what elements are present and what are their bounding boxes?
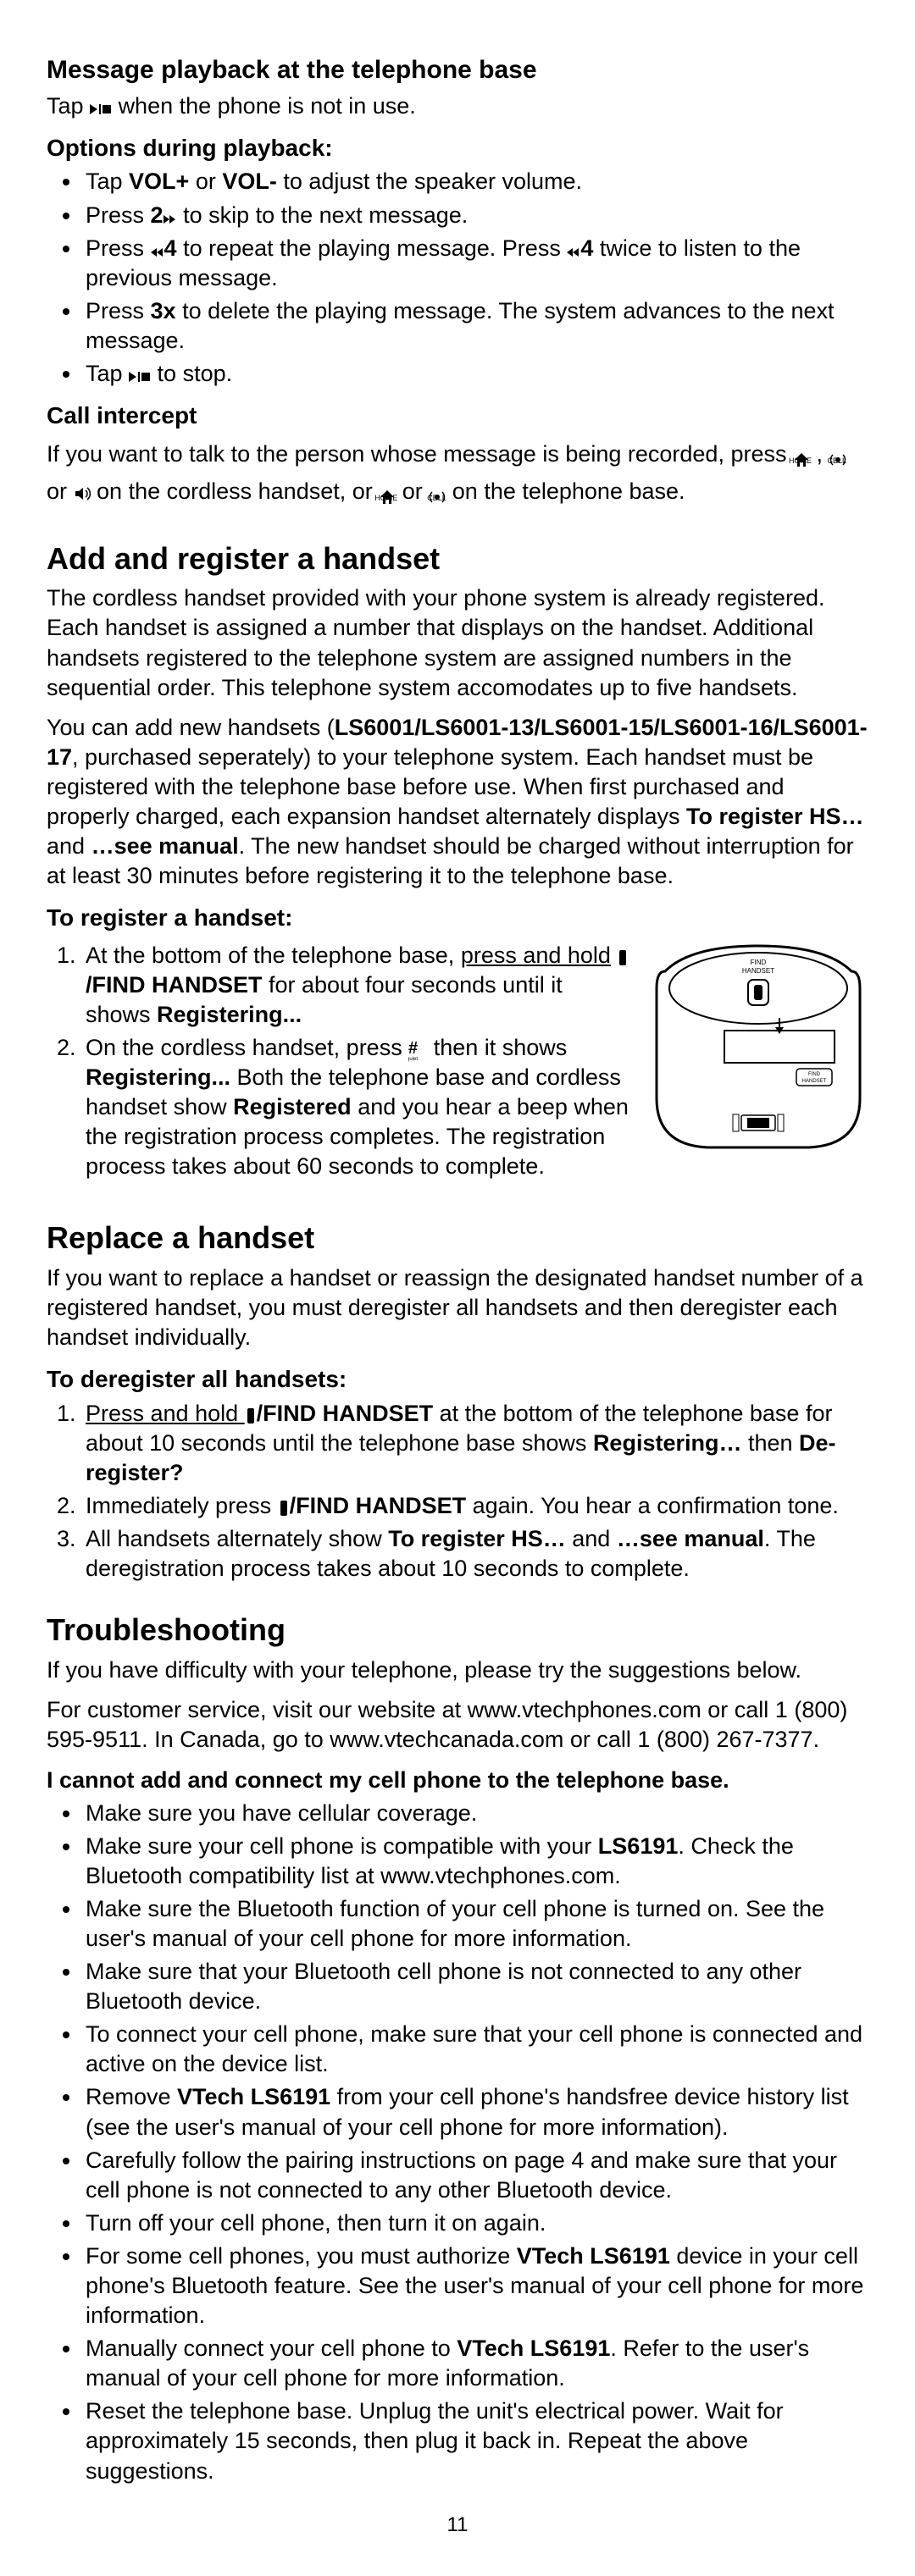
list-item: Remove VTech LS6191 from your cell phone… bbox=[82, 2082, 868, 2142]
handset-icon bbox=[617, 949, 629, 966]
svg-text:FIND: FIND bbox=[808, 1072, 821, 1077]
add-register-title: Add and register a handset bbox=[47, 539, 868, 579]
page-number: 11 bbox=[47, 2512, 868, 2538]
hash-icon bbox=[408, 1040, 427, 1062]
trouble-p1: If you have difficulty with your telepho… bbox=[47, 1656, 868, 1685]
handset-icon bbox=[245, 1407, 257, 1424]
speaker-icon bbox=[74, 485, 91, 502]
list-item: Tap VOL+ or VOL- to adjust the speaker v… bbox=[82, 167, 868, 196]
list-item: Immediately press /FIND HANDSET again. Y… bbox=[82, 1491, 868, 1521]
list-item: Press 3x to delete the playing message. … bbox=[82, 296, 868, 356]
rewind-icon bbox=[567, 248, 580, 257]
list-item: Press 4 to repeat the playing message. P… bbox=[82, 234, 868, 293]
list-item: All handsets alternately show To registe… bbox=[82, 1524, 868, 1584]
list-item: Make sure you have cellular coverage. bbox=[82, 1799, 868, 1828]
replace-title: Replace a handset bbox=[47, 1219, 868, 1258]
list-item: At the bottom of the telephone base, pre… bbox=[82, 941, 631, 1030]
list-item: For some cell phones, you must authorize… bbox=[82, 2242, 868, 2330]
issue1-title: I cannot add and connect my cell phone t… bbox=[47, 1766, 868, 1795]
issue1-bullets: Make sure you have cellular coverage. Ma… bbox=[47, 1799, 868, 2486]
dereg-steps: Press and hold /FIND HANDSET at the bott… bbox=[47, 1399, 868, 1584]
handset-icon bbox=[278, 1500, 290, 1517]
dereg-title: To deregister all handsets: bbox=[47, 1364, 868, 1395]
skip-icon bbox=[164, 215, 177, 224]
troubleshooting-title: Troubleshooting bbox=[47, 1611, 868, 1650]
list-item: To connect your cell phone, make sure th… bbox=[82, 2020, 868, 2079]
handset-label: HANDSET bbox=[742, 967, 774, 975]
list-item: Reset the telephone base. Unplug the uni… bbox=[82, 2396, 868, 2485]
list-item: Make sure your cell phone is compatible … bbox=[82, 1832, 868, 1891]
rewind-icon bbox=[151, 248, 164, 257]
playback-options-list: Tap VOL+ or VOL- to adjust the speaker v… bbox=[47, 167, 868, 389]
list-item: Manually connect your cell phone to VTec… bbox=[82, 2334, 868, 2393]
options-title: Options during playback: bbox=[47, 133, 868, 163]
register-steps: At the bottom of the telephone base, pre… bbox=[47, 941, 631, 1182]
list-item: Carefully follow the pairing instruction… bbox=[82, 2146, 868, 2205]
list-item: Tap to stop. bbox=[82, 359, 868, 389]
svg-text:HANDSET: HANDSET bbox=[802, 1079, 827, 1084]
list-item: Press and hold /FIND HANDSET at the bott… bbox=[82, 1399, 868, 1488]
list-item: On the cordless handset, press then it s… bbox=[82, 1033, 631, 1181]
register-title: To register a handset: bbox=[47, 903, 868, 933]
add-p2: You can add new handsets (LS6001/LS6001-… bbox=[47, 713, 868, 892]
playback-line1: Tap when the phone is not in use. bbox=[47, 91, 868, 121]
find-label: FIND bbox=[751, 959, 767, 966]
list-item: Make sure that your Bluetooth cell phone… bbox=[82, 1957, 868, 2016]
play-stop-icon bbox=[129, 372, 151, 383]
list-item: Make sure the Bluetooth function of your… bbox=[82, 1894, 868, 1954]
trouble-p2: For customer service, visit our website … bbox=[47, 1695, 868, 1755]
add-p1: The cordless handset provided with your … bbox=[47, 583, 868, 702]
intercept-title: Call intercept bbox=[47, 401, 868, 431]
playback-title: Message playback at the telephone base bbox=[47, 53, 868, 86]
intercept-text: If you want to talk to the person whose … bbox=[47, 437, 868, 512]
play-stop-icon bbox=[90, 104, 112, 115]
list-item: Press 2 to skip to the next message. bbox=[82, 201, 868, 230]
telephone-base-illustration: FIND HANDSET FIND HANDSET bbox=[648, 937, 868, 1158]
replace-p1: If you want to replace a handset or reas… bbox=[47, 1263, 868, 1352]
list-item: Turn off your cell phone, then turn it o… bbox=[82, 2208, 868, 2238]
